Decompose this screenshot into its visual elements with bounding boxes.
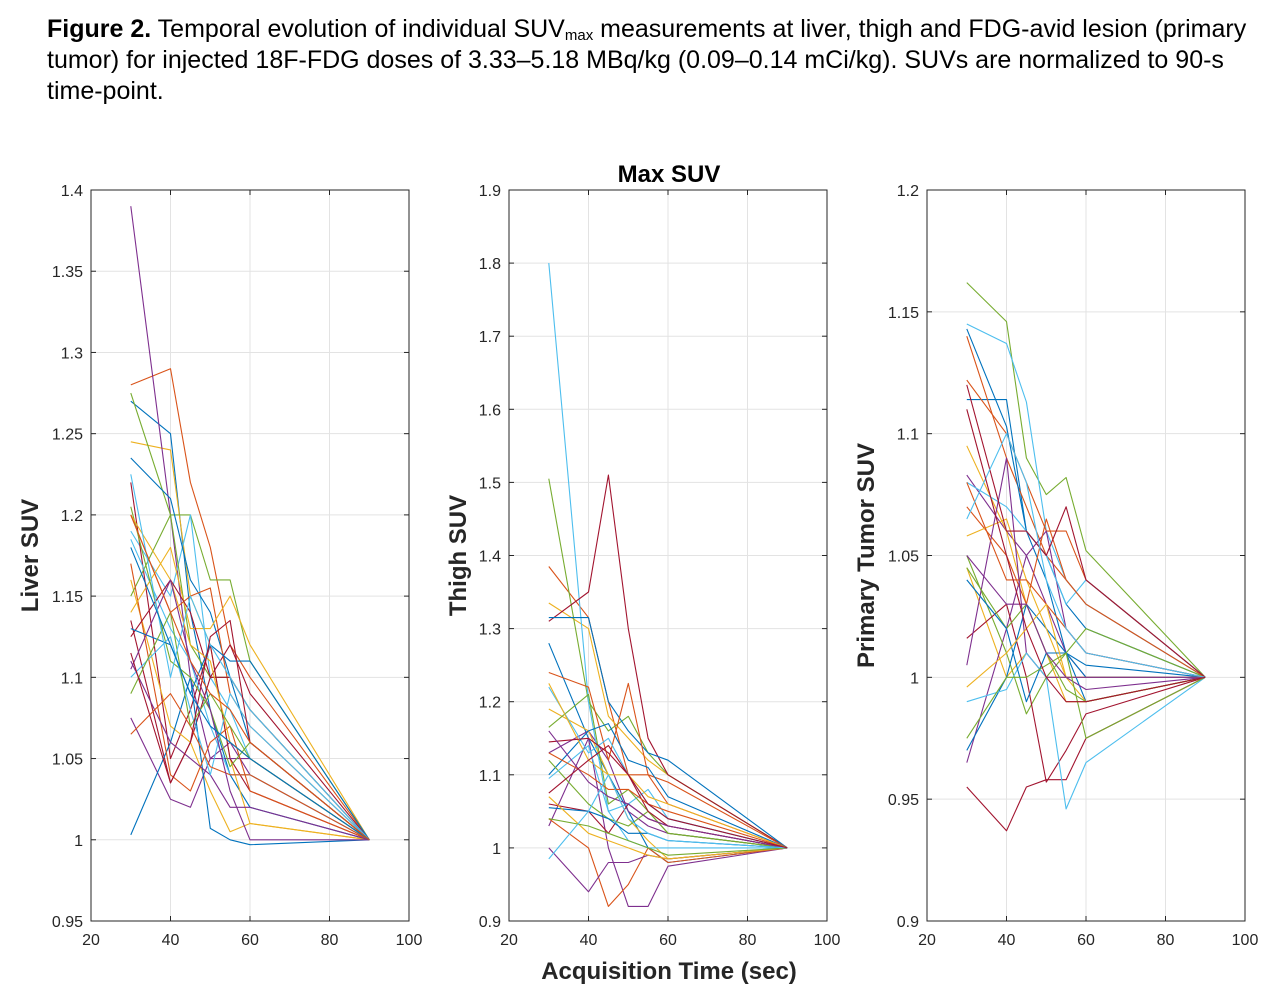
y-tick-label: 1.3 [479, 622, 501, 639]
caption-subscript: max [564, 27, 594, 44]
series-line [966, 652, 1206, 739]
thigh-suv-panel: 20 40 60 80 100 0.9 1 1.1 1.2 1.3 1.4 1.5 1.6 1.7 1.8 1… [445, 183, 840, 949]
series-line [130, 579, 370, 841]
y-tick-label: 1.1 [479, 768, 501, 785]
y-tick-label: 1.1 [897, 427, 919, 444]
y-tick-label: 1.4 [479, 549, 501, 566]
x-tick-label: 20 [918, 932, 936, 949]
y-tick-label: 1.15 [888, 305, 919, 322]
series-line [966, 282, 1206, 678]
x-tick-label: 40 [162, 932, 180, 949]
x-tick-label: 80 [321, 932, 339, 949]
series-line [966, 555, 1206, 678]
series-line [548, 752, 788, 849]
series-line [548, 474, 788, 849]
series-line [548, 671, 788, 849]
y-tick-label: 1.4 [61, 183, 83, 200]
series-line [548, 774, 788, 860]
y-tick-label: 1.15 [52, 589, 83, 606]
series-line [130, 563, 370, 841]
tumor-suv-panel: 20 40 60 80 100 0.9 0.95 1 1.05 1.1 1.15 1.2 Primary… [853, 183, 1258, 949]
series-line [130, 579, 370, 841]
y-tick-label: 1.7 [479, 329, 501, 346]
y-tick-label: 1.25 [52, 427, 83, 444]
y-tick-label: 1.9 [479, 183, 501, 200]
x-tick-label: 60 [241, 932, 259, 949]
x-tick-label: 40 [998, 932, 1016, 949]
x-tick-label: 60 [659, 932, 677, 949]
figure-xlabel: Acquisition Time (sec) [541, 958, 797, 985]
caption-text-b: measurements at liver, thigh and FDG-avi… [47, 15, 1247, 105]
series-line [130, 636, 370, 841]
x-tick-label: 80 [739, 932, 757, 949]
y-tick-label: 0.9 [479, 914, 501, 931]
caption-text-a: Temporal evolution of individual SUV [151, 15, 565, 43]
liver-suv-panel: 20 40 60 80 100 0.95 1 1.05 1.1 1.15 1.2 1.25 1.3 1.3… [17, 183, 422, 949]
series-line [966, 384, 1206, 678]
x-tick-label: 100 [396, 932, 423, 949]
x-tick-label: 100 [814, 932, 841, 949]
y-axis-label: Thigh SUV [445, 495, 472, 616]
y-axis-label: Liver SUV [17, 499, 44, 612]
x-tick-label: 40 [580, 932, 598, 949]
y-axis-label: Primary Tumor SUV [853, 443, 880, 668]
x-tick-label: 80 [1157, 932, 1175, 949]
y-tick-label: 1 [492, 841, 501, 858]
series-line [130, 368, 370, 841]
figure-caption: Figure 2. Temporal evolution of individu… [47, 14, 1257, 107]
series-line [130, 547, 370, 841]
series-line [548, 759, 788, 849]
figure-canvas: Max SUV Acquisition Time (sec) 20 40 60 80 1… [17, 161, 1258, 985]
y-tick-label: 1.3 [61, 345, 83, 362]
x-tick-label: 60 [1077, 932, 1095, 949]
series-line [548, 818, 788, 856]
series-line [548, 796, 788, 860]
y-tick-label: 1.05 [52, 752, 83, 769]
y-tick-label: 1.6 [479, 402, 501, 419]
series-line [130, 693, 370, 841]
series-line [548, 745, 788, 849]
y-tick-label: 1.8 [479, 256, 501, 273]
y-tick-label: 1.5 [479, 475, 501, 492]
series-line [548, 723, 788, 849]
y-tick-label: 1.05 [888, 549, 919, 566]
series-line [130, 474, 370, 841]
y-tick-label: 1.1 [61, 670, 83, 687]
series-line [966, 409, 1206, 703]
y-tick-label: 0.95 [888, 792, 919, 809]
x-tick-label: 20 [500, 932, 518, 949]
series-line [966, 433, 1206, 678]
y-tick-label: 1.35 [52, 264, 83, 281]
y-tick-label: 1.2 [897, 183, 919, 200]
y-tick-label: 0.95 [52, 914, 83, 931]
y-tick-label: 1 [910, 670, 919, 687]
caption-label: Figure 2. [47, 15, 152, 43]
series-line [548, 818, 788, 907]
y-tick-label: 1.2 [479, 695, 501, 712]
y-tick-label: 1 [74, 833, 83, 850]
series-line [548, 730, 788, 849]
y-tick-label: 1.2 [61, 508, 83, 525]
series-line [130, 546, 370, 841]
series-line [130, 514, 370, 841]
x-tick-label: 20 [82, 932, 100, 949]
x-tick-label: 100 [1232, 932, 1259, 949]
y-tick-label: 0.9 [897, 914, 919, 931]
figure-title: Max SUV [618, 161, 721, 188]
series-line [548, 617, 788, 849]
